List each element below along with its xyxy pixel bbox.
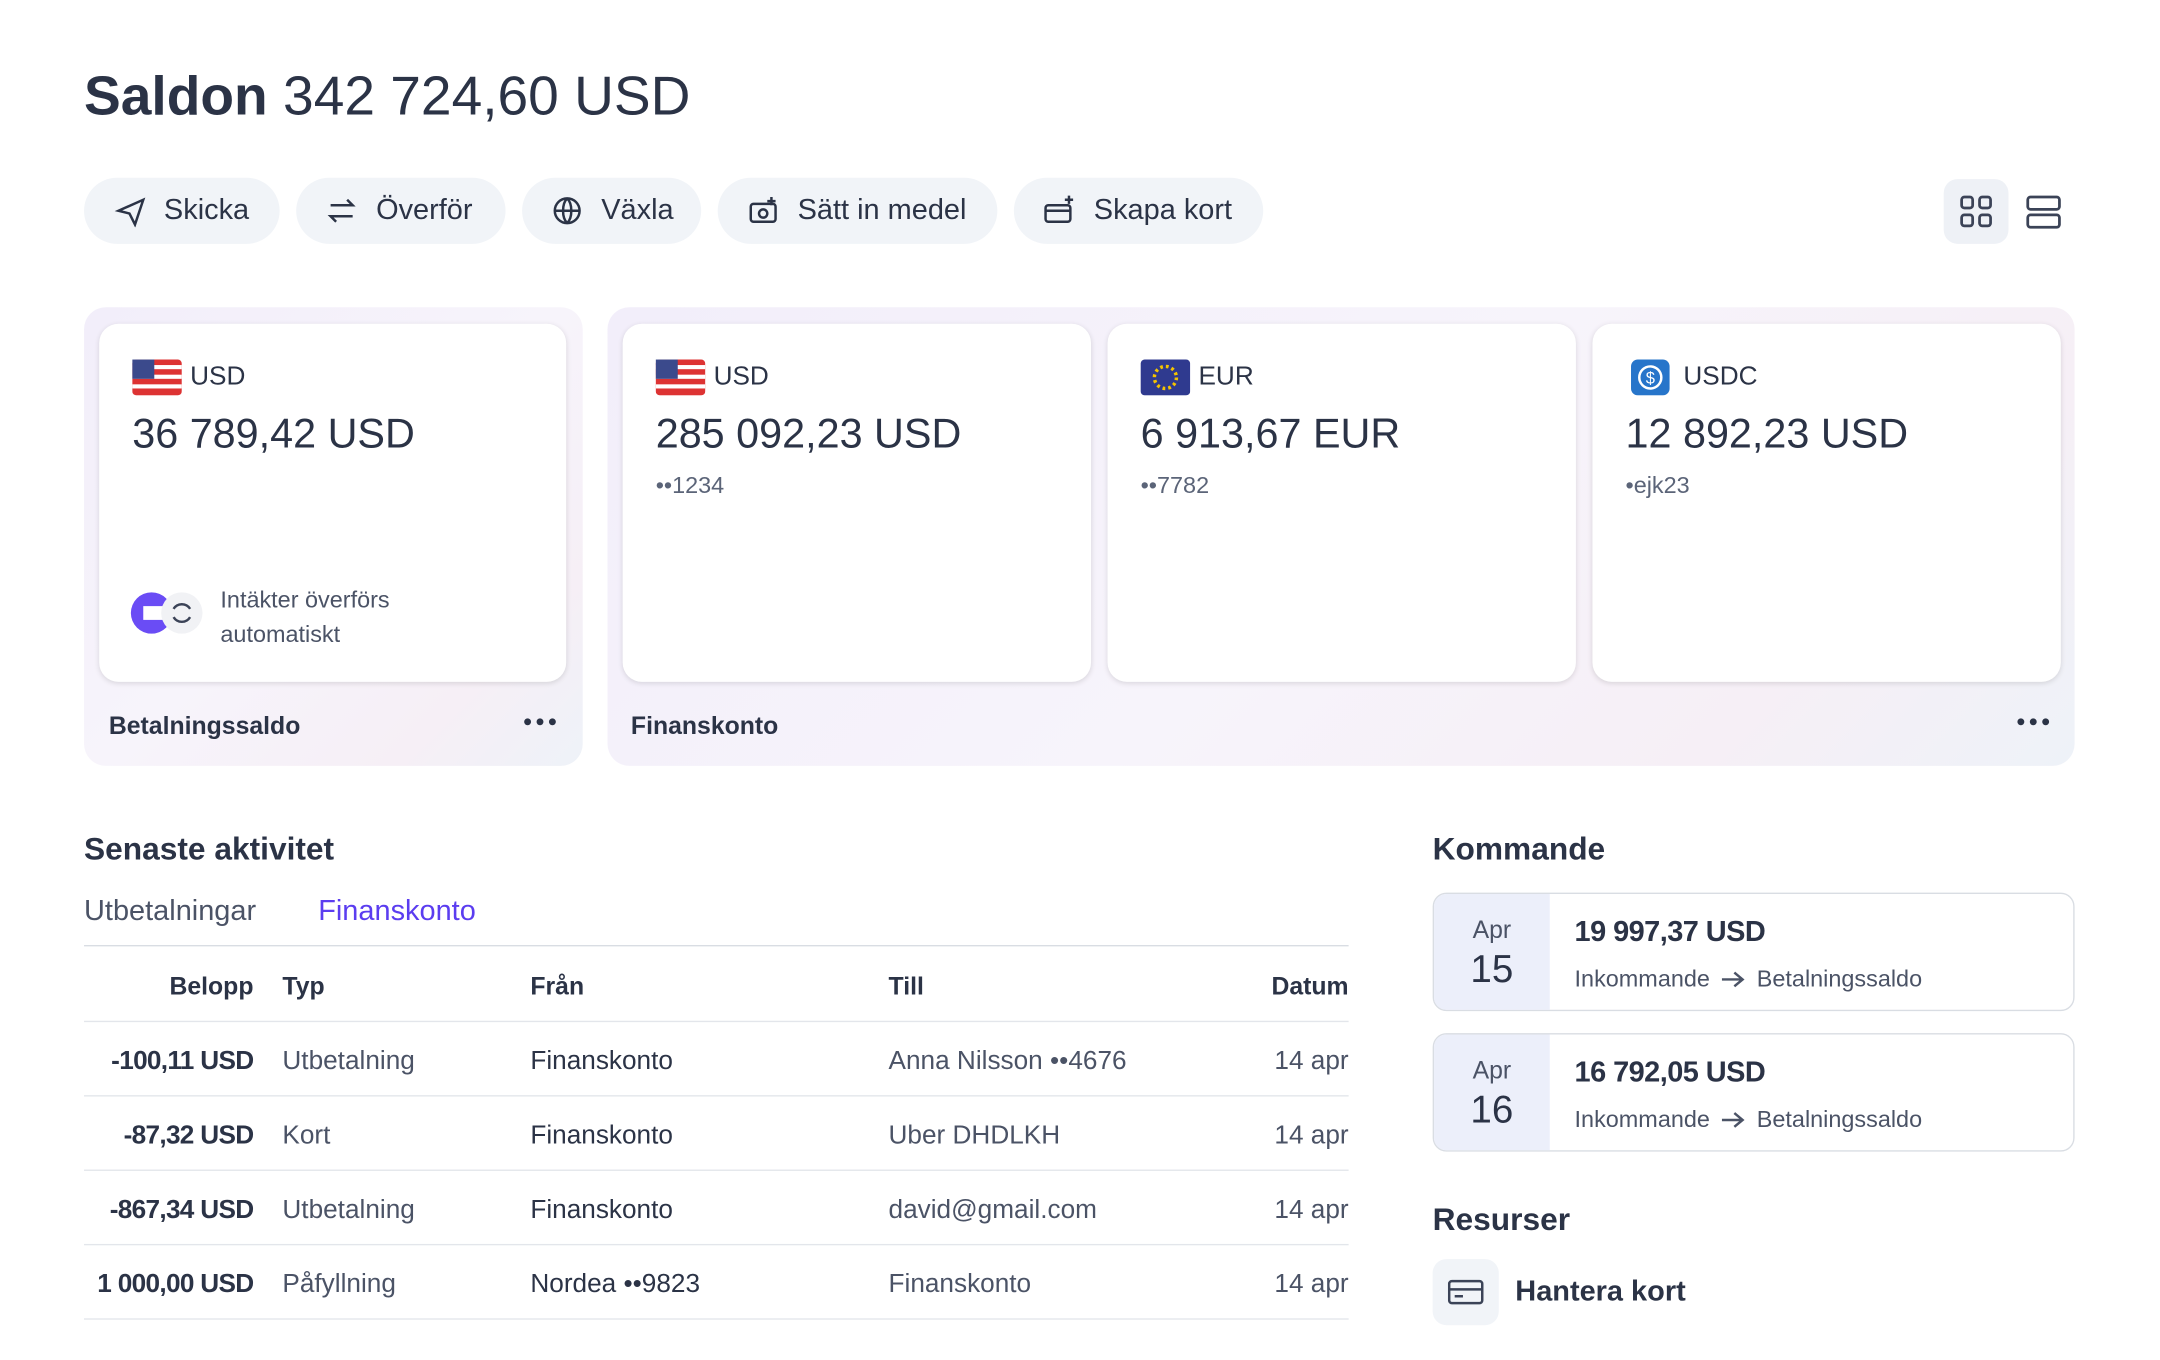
currency: EUR [1198, 362, 1254, 392]
cell: Finanskonto [530, 1121, 673, 1151]
title: Saldon [84, 66, 268, 127]
cell: 1 000,00 USD [97, 1270, 254, 1300]
header: Saldon 342 724,60 USD [84, 66, 690, 128]
svg-text:$: $ [1646, 369, 1655, 388]
action-label: Överför [376, 194, 473, 226]
action-button[interactable]: Överför [296, 177, 506, 244]
action-label: Skicka [163, 194, 250, 226]
action-label: Skapa kort [1093, 194, 1233, 226]
cell: Nordea ••9823 [530, 1270, 701, 1300]
cell: -100,11 USD [111, 1046, 254, 1076]
action-button[interactable]: Skicka [84, 177, 280, 244]
auto-icon [130, 592, 203, 634]
flag [1140, 359, 1191, 396]
cell: Finanskonto [530, 1046, 673, 1076]
cell: -867,34 USD [109, 1195, 254, 1225]
action-button[interactable]: Skapa kort [1013, 177, 1264, 244]
day: 15 [1470, 947, 1514, 991]
group-label: Finanskonto [630, 712, 779, 740]
total-balance: 342 724,60 USD [283, 66, 691, 127]
flag [132, 359, 182, 396]
currency: USDC [1683, 362, 1758, 392]
auto-note: Intäkter överförs automatiskt [220, 586, 390, 648]
table-row[interactable]: 1 000,00 USD Påfyllning Nordea ••9823 Finan… [84, 1245, 1349, 1320]
account-card[interactable]: $ USDC 12 892,23 USD •ejk23 [1592, 323, 2061, 682]
column-header: Datum [1271, 972, 1349, 1001]
table-header: Belopp Typ Från Till Datum [84, 948, 1349, 1023]
tab-active[interactable]: Finanskonto [318, 895, 476, 928]
cell: 14 apr [1274, 1270, 1349, 1300]
tab[interactable]: Utbetalningar [84, 895, 257, 928]
upcoming-item[interactable]: Apr 16 16 792,05 USD Inkommande Betalningssa… [1432, 1033, 2075, 1152]
flag [655, 359, 706, 396]
action-label: Sätt in medel [797, 194, 967, 226]
cell: Anna Nilsson ••4676 [888, 1046, 1127, 1076]
account-number: ••1234 [655, 472, 725, 499]
cell: Påfyllning [282, 1270, 396, 1300]
column-header: Typ [282, 972, 325, 1001]
balance: 285 092,23 USD [655, 411, 962, 458]
month: Apr [1472, 916, 1512, 944]
flag: $ [1631, 359, 1670, 396]
currency: USD [190, 362, 246, 392]
amount: 19 997,37 USD [1574, 916, 1766, 948]
resource-link[interactable]: Hantera kort [1432, 1259, 1686, 1326]
action-button[interactable]: Sätt in medel [717, 177, 998, 244]
table-row[interactable]: -100,11 USD Utbetalning Finanskonto Anna Ni… [84, 1022, 1349, 1097]
account-card[interactable]: EUR 6 913,67 EUR ••7782 [1107, 323, 1576, 682]
action-button[interactable]: Växla [522, 177, 702, 244]
column-header: Till [888, 972, 924, 1001]
cell: david@gmail.com [888, 1195, 1097, 1225]
day: 16 [1470, 1088, 1514, 1131]
section-title: Kommande [1432, 830, 1606, 867]
from: Inkommande [1574, 965, 1710, 992]
more-menu[interactable] [2015, 715, 2051, 729]
cell: Utbetalning [282, 1195, 415, 1225]
balance: 12 892,23 USD [1625, 411, 1909, 458]
cell: Uber DHDLKH [888, 1121, 1061, 1151]
group-label: Betalningssaldo [108, 712, 301, 740]
column-header: Från [530, 972, 585, 1001]
section-title: Resurser [1432, 1201, 1571, 1238]
cell: -87,32 USD [123, 1121, 255, 1151]
finance-group: Finanskonto USD 285 092,23 USD ••1234 EUR 6 … [607, 307, 2075, 766]
to: Betalningssaldo [1756, 1106, 1923, 1133]
cell: Finanskonto [530, 1195, 673, 1225]
currency: USD [713, 362, 769, 392]
cell: 14 apr [1274, 1046, 1349, 1076]
table-row[interactable]: -867,34 USD Utbetalning Finanskonto david@g… [84, 1171, 1349, 1246]
column-header: Belopp [169, 972, 254, 1001]
cell: Kort [282, 1121, 331, 1151]
cell: Utbetalning [282, 1046, 415, 1076]
cell: 14 apr [1274, 1121, 1349, 1151]
section-title: Senaste aktivitet [84, 830, 335, 867]
account-card[interactable]: USD 285 092,23 USD ••1234 [622, 323, 1092, 682]
resource-label: Hantera kort [1515, 1275, 1686, 1308]
action-label: Växla [601, 194, 674, 226]
cell: Finanskonto [888, 1270, 1032, 1300]
grid-view-toggle[interactable] [1943, 179, 2009, 244]
from: Inkommande [1574, 1106, 1710, 1133]
amount: 16 792,05 USD [1574, 1056, 1766, 1089]
payment-group: USD 36 789,42 USD Intäkter överförs auto… [84, 307, 583, 766]
balance: 36 789,42 USD [132, 411, 415, 458]
cell: 14 apr [1274, 1195, 1349, 1225]
upcoming-item[interactable]: Apr 15 19 997,37 USD Inkommande Betalningssa… [1432, 892, 2075, 1012]
balance: 6 913,67 EUR [1140, 411, 1401, 458]
account-number: •ejk23 [1625, 472, 1690, 499]
list-view-toggle[interactable] [2011, 179, 2076, 244]
more-menu[interactable] [522, 715, 558, 729]
account-number: ••7782 [1140, 472, 1210, 499]
table-row[interactable]: -87,32 USD Kort Finanskonto Uber DHDLKH 14 a… [84, 1097, 1349, 1171]
account-card[interactable]: USD 36 789,42 USD Intäkter överförs auto… [99, 323, 567, 682]
to: Betalningssaldo [1756, 965, 1923, 992]
month: Apr [1472, 1056, 1512, 1085]
